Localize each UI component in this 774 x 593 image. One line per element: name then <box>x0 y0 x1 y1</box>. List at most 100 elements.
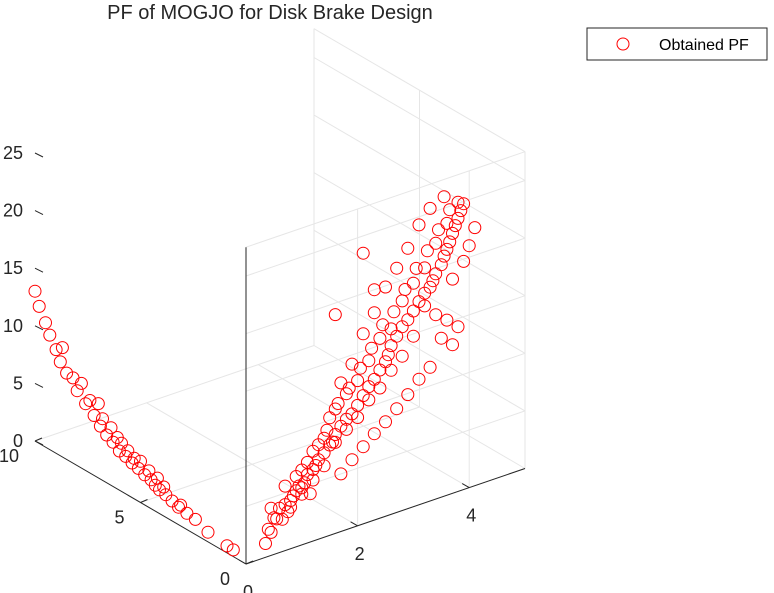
y-tick-label: 4 <box>466 506 476 526</box>
data-point <box>384 339 398 353</box>
axes <box>34 152 526 565</box>
data-point <box>309 459 323 472</box>
data-point <box>174 498 188 512</box>
data-point <box>429 308 443 322</box>
x-tick-label: 10 <box>0 446 19 466</box>
y-tick-mark <box>350 521 358 527</box>
data-point <box>446 226 459 240</box>
data-point <box>328 435 342 449</box>
z-tick-label: 15 <box>3 258 23 278</box>
x-tick-label: 5 <box>114 508 124 528</box>
grid-line <box>313 287 526 412</box>
legend: Obtained PF <box>586 27 768 61</box>
z-tick-mark <box>34 267 44 273</box>
data-point <box>345 357 359 371</box>
data-point <box>148 478 162 492</box>
data-point <box>96 412 109 426</box>
data-point <box>379 355 392 369</box>
data-point <box>437 249 451 263</box>
data-point <box>351 411 365 424</box>
data-point <box>440 242 454 256</box>
data-point <box>448 219 462 233</box>
data-point <box>93 419 107 433</box>
data-point <box>112 444 126 458</box>
data-point <box>201 525 215 539</box>
data-point <box>306 473 320 487</box>
grid-line <box>34 345 315 442</box>
x-tick-mark <box>34 437 43 442</box>
data-point <box>226 543 240 557</box>
data-point <box>426 274 440 288</box>
data-point <box>457 197 471 211</box>
data-point <box>150 471 164 485</box>
data-point <box>390 261 404 275</box>
data-point <box>420 244 434 258</box>
data-point <box>429 267 443 281</box>
z-tick-label: 0 <box>13 431 23 451</box>
data-point <box>49 343 63 357</box>
data-point <box>334 467 348 481</box>
data-point <box>440 216 454 230</box>
data-point <box>281 505 295 519</box>
legend-marker-icon <box>616 37 630 51</box>
data-point <box>423 360 437 374</box>
grid-line <box>257 364 470 489</box>
data-point <box>398 283 412 296</box>
legend-label: Obtained PF <box>659 37 749 54</box>
z-tick-label: 10 <box>3 316 23 336</box>
grid-line <box>245 151 526 248</box>
data-point <box>390 402 404 416</box>
data-point <box>303 487 317 501</box>
data-point <box>381 348 395 362</box>
data-point <box>443 235 457 249</box>
data-point <box>157 480 171 494</box>
z-tick-label: 5 <box>13 373 23 393</box>
data-point <box>362 354 376 368</box>
data-point <box>443 203 457 217</box>
data-point <box>79 397 93 411</box>
data-point <box>134 454 147 468</box>
data-point <box>91 397 105 411</box>
data-point <box>339 422 353 436</box>
data-point <box>384 363 398 377</box>
data-point <box>418 299 432 313</box>
data-point <box>60 366 74 380</box>
data-point <box>55 341 69 355</box>
data-point <box>172 500 185 514</box>
grid-line <box>313 57 526 181</box>
z-tick-mark <box>34 440 44 446</box>
data-point <box>384 322 398 336</box>
data-point <box>188 512 202 526</box>
data-point <box>331 397 345 410</box>
data-point <box>261 522 275 536</box>
data-point <box>395 349 409 363</box>
data-point <box>412 372 426 386</box>
data-point <box>365 341 379 355</box>
data-point <box>351 374 365 388</box>
data-point <box>401 241 415 255</box>
data-point <box>43 328 57 342</box>
grid-line <box>313 172 526 297</box>
data-point <box>127 451 141 465</box>
y-tick-mark <box>238 559 247 565</box>
data-point <box>418 261 432 275</box>
data-point <box>412 218 426 232</box>
x-tick-label: 0 <box>220 569 230 589</box>
data-point <box>278 479 292 493</box>
data-point <box>180 506 194 520</box>
data-point <box>367 427 381 441</box>
legend-box <box>586 27 768 61</box>
data-point <box>395 294 409 308</box>
data-point <box>362 393 376 407</box>
z-tick-mark <box>34 382 44 388</box>
grid-line <box>245 237 526 335</box>
data-point <box>74 376 88 390</box>
data-point <box>312 438 325 452</box>
data-point <box>462 239 476 253</box>
data-point <box>121 444 135 458</box>
data-point <box>434 258 448 272</box>
x-tick-mark <box>140 499 148 503</box>
data-point <box>334 376 348 390</box>
